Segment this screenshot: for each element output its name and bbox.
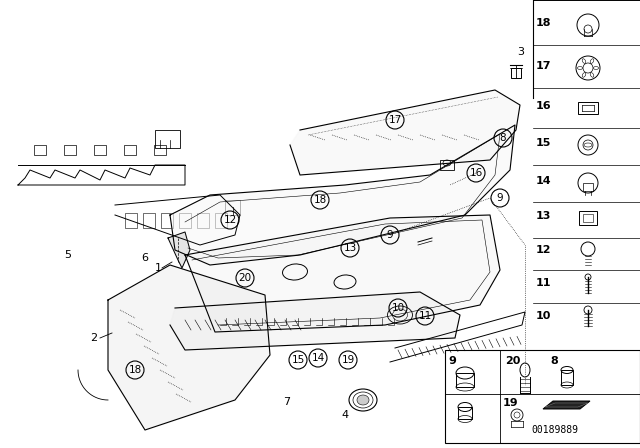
Polygon shape	[168, 232, 190, 268]
Polygon shape	[290, 90, 520, 175]
Text: 16: 16	[469, 168, 483, 178]
Circle shape	[584, 306, 592, 314]
Text: 14: 14	[536, 176, 552, 186]
Text: 18: 18	[129, 365, 141, 375]
Text: 17: 17	[388, 115, 402, 125]
Text: 8: 8	[550, 356, 557, 366]
Text: 10: 10	[392, 303, 404, 313]
Text: 5: 5	[65, 250, 72, 260]
Text: 10: 10	[536, 311, 552, 321]
Text: 4: 4	[341, 410, 349, 420]
Text: 2: 2	[90, 333, 97, 343]
Circle shape	[585, 274, 591, 280]
Text: 13: 13	[536, 211, 552, 221]
Text: 1: 1	[154, 263, 161, 273]
Polygon shape	[170, 125, 515, 265]
Polygon shape	[543, 401, 590, 409]
Text: 11: 11	[419, 311, 431, 321]
Text: 18: 18	[536, 18, 552, 28]
Text: 7: 7	[284, 397, 291, 407]
Text: 11: 11	[536, 278, 552, 288]
Text: 12: 12	[536, 245, 552, 255]
Text: 9: 9	[497, 193, 503, 203]
Text: 20: 20	[505, 356, 520, 366]
Text: 12: 12	[223, 215, 237, 225]
Polygon shape	[108, 265, 270, 430]
Polygon shape	[170, 292, 460, 350]
Text: 16: 16	[536, 101, 552, 111]
Ellipse shape	[357, 395, 369, 405]
Text: 9: 9	[387, 230, 394, 240]
Text: 19: 19	[341, 355, 355, 365]
Text: 9: 9	[448, 356, 456, 366]
Text: 8: 8	[500, 133, 506, 143]
Text: 15: 15	[536, 138, 552, 148]
Text: 19: 19	[503, 398, 518, 408]
Text: 3: 3	[518, 47, 525, 57]
Text: 6: 6	[141, 253, 148, 263]
Polygon shape	[185, 215, 500, 332]
Text: 20: 20	[239, 273, 252, 283]
Text: 13: 13	[344, 243, 356, 253]
Text: 18: 18	[314, 195, 326, 205]
Text: 00189889: 00189889	[531, 425, 579, 435]
Text: 15: 15	[291, 355, 305, 365]
Text: 17: 17	[536, 61, 552, 71]
Text: 14: 14	[312, 353, 324, 363]
